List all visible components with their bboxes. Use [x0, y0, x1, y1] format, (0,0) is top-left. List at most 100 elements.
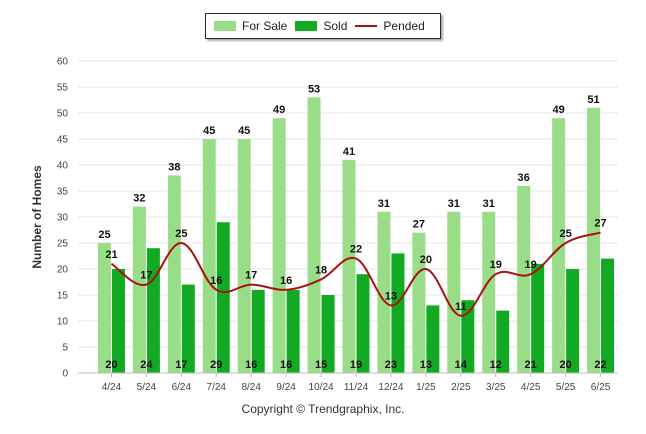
for-sale-bar [202, 139, 216, 373]
legend-label-for-sale: For Sale [242, 19, 288, 33]
sold-value-label: 14 [455, 359, 468, 371]
y-tick-label: 0 [62, 369, 68, 380]
for-sale-bar [552, 118, 566, 373]
x-tick-label: 10/24 [309, 382, 334, 393]
sold-value-label: 17 [175, 359, 187, 371]
pended-value-label: 22 [350, 244, 362, 256]
sold-bar [461, 300, 475, 373]
x-tick-label: 7/24 [207, 382, 227, 393]
legend-item-sold[interactable]: Sold [295, 19, 347, 33]
sold-bar [181, 284, 195, 373]
pended-value-label: 25 [175, 228, 187, 240]
sold-value-label: 29 [210, 359, 222, 371]
y-tick-label: 30 [57, 213, 69, 224]
sold-bar [601, 258, 615, 373]
legend: For Sale Sold Pended [205, 13, 441, 39]
for-sale-bar [517, 185, 531, 373]
for-sale-bar [482, 211, 496, 373]
y-tick-label: 45 [57, 135, 69, 146]
sold-value-label: 19 [350, 359, 362, 371]
sold-value-label: 20 [105, 359, 117, 371]
x-tick-label: 4/24 [102, 382, 122, 393]
for-sale-swatch [214, 21, 236, 31]
x-tick-label: 2/25 [451, 382, 471, 393]
pended-value-label: 21 [105, 249, 117, 261]
for-sale-bar [97, 243, 111, 373]
pended-value-label: 17 [245, 270, 257, 282]
sold-bar [111, 269, 125, 373]
y-tick-label: 20 [57, 265, 69, 276]
for-sale-bar [132, 206, 146, 373]
for-sale-value-label: 31 [483, 198, 495, 210]
sold-bar [251, 289, 265, 373]
pended-swatch [355, 25, 378, 27]
legend-item-pended[interactable]: Pended [355, 19, 425, 33]
pended-line [110, 231, 601, 317]
sold-value-label: 23 [385, 359, 397, 371]
for-sale-value-label: 41 [343, 146, 355, 158]
for-sale-value-label: 38 [168, 161, 180, 173]
x-tick-label: 5/24 [137, 382, 157, 393]
y-tick-label: 35 [57, 187, 69, 198]
axes: 0 5 10 15 20 25 30 35 40 45 50 55 60 Number of Homes 4… [30, 57, 618, 393]
sold-swatch [295, 21, 318, 31]
legend-item-for-sale[interactable]: For Sale [214, 19, 287, 33]
for-sale-value-label: 25 [98, 229, 110, 241]
for-sale-bar [307, 97, 321, 374]
sold-bar [216, 222, 230, 373]
for-sale-value-label: 31 [448, 198, 460, 210]
sold-value-label: 12 [490, 359, 502, 371]
x-tick-label: 11/24 [344, 382, 369, 393]
sold-value-label: 13 [420, 359, 432, 371]
for-sale-value-label: 53 [308, 83, 320, 95]
for-sale-bar [237, 139, 251, 373]
sold-value-label: 24 [140, 359, 153, 371]
x-tick-label: 5/25 [556, 382, 576, 393]
sold-bar [496, 310, 510, 373]
y-axis-title: Number of Homes [30, 165, 44, 269]
sold-value-label: 22 [594, 359, 606, 371]
legend-label-pended: Pended [383, 19, 425, 33]
x-tick-label: 12/24 [378, 382, 403, 393]
for-sale-bar [377, 211, 391, 373]
pended-value-label: 19 [525, 259, 537, 271]
for-sale-value-label: 32 [133, 193, 145, 205]
sold-bar [531, 263, 545, 373]
y-tick-label: 40 [57, 161, 69, 172]
for-sale-value-label: 45 [203, 125, 215, 137]
for-sale-bar [412, 232, 426, 373]
sold-bar [286, 289, 300, 373]
for-sale-value-label: 49 [552, 104, 564, 116]
x-tick-label: 9/24 [276, 382, 296, 393]
x-tick-label: 1/25 [416, 382, 436, 393]
for-sale-value-label: 31 [378, 198, 390, 210]
pended-value-label: 13 [385, 290, 397, 302]
legend-label-sold: Sold [323, 19, 348, 33]
pended-value-label: 16 [280, 275, 292, 287]
for-sale-bar [272, 118, 286, 373]
pended-value-label: 11 [455, 301, 467, 313]
for-sale-value-label: 51 [587, 94, 599, 106]
pended-value-label: 16 [210, 275, 222, 287]
sold-bar [321, 295, 335, 373]
y-tick-label: 60 [57, 57, 69, 68]
for-sale-bar [587, 107, 601, 374]
for-sale-value-label: 36 [518, 172, 530, 184]
x-tick-label: 6/25 [591, 382, 611, 393]
for-sale-bar [342, 159, 356, 373]
sold-bar [391, 253, 405, 373]
sold-bar [566, 269, 580, 373]
sold-value-label: 20 [559, 359, 571, 371]
pended-value-label: 27 [594, 218, 606, 230]
copyright-text: Copyright © Trendgraphix, Inc. [241, 402, 405, 416]
y-tick-label: 15 [57, 291, 69, 302]
for-sale-bar [167, 175, 181, 373]
sold-value-label: 16 [245, 359, 257, 371]
y-tick-label: 5 [62, 343, 68, 354]
sold-value-label: 21 [525, 359, 537, 371]
x-tick-label: 6/24 [172, 382, 192, 393]
pended-value-label: 19 [490, 259, 502, 271]
for-sale-value-label: 49 [273, 104, 285, 116]
